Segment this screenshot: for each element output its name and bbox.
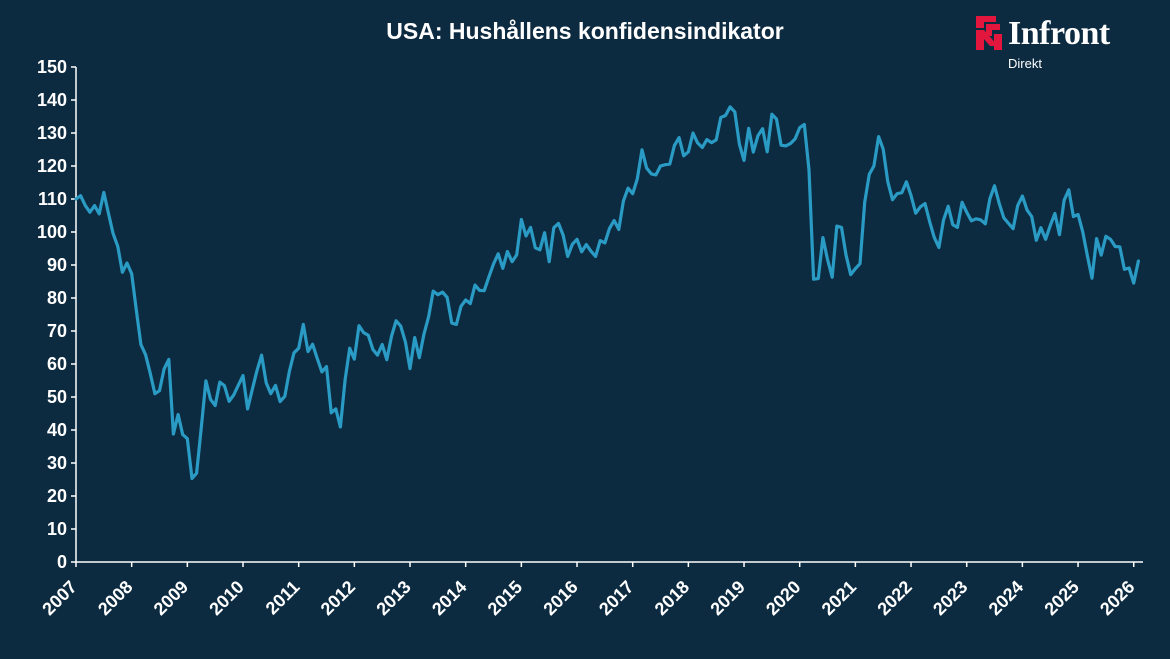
x-tick-label: 2015 (484, 577, 526, 619)
x-tick-label: 2021 (818, 577, 860, 619)
x-tick-label: 2012 (317, 577, 359, 619)
x-tick-label: 2023 (929, 577, 971, 619)
axes (75, 67, 1143, 563)
x-tick-label: 2008 (94, 577, 136, 619)
x-tick-label: 2011 (262, 577, 304, 619)
logo-subtitle: Direkt (1008, 56, 1042, 71)
x-tick-label: 2018 (651, 577, 693, 619)
y-tick-label: 70 (47, 321, 67, 341)
y-tick-label: 140 (37, 90, 67, 110)
x-tick-label: 2024 (985, 577, 1027, 619)
x-tick-label: 2009 (150, 577, 192, 619)
x-tick-label: 2013 (372, 577, 414, 619)
x-axis-ticks: 2007 2008 2009 2010 2011 2012 2013 2014 2015 2016… (38, 562, 1139, 619)
x-tick-label: 2010 (205, 577, 247, 619)
x-tick-label: 2020 (762, 577, 804, 619)
y-tick-label: 0 (57, 552, 67, 572)
x-tick-label: 2017 (595, 577, 637, 619)
y-tick-label: 50 (47, 387, 67, 407)
x-tick-label: 2016 (539, 577, 581, 619)
y-axis-ticks: 0 10 20 30 40 50 60 70 80 90 100 110 120 130 140 150 (37, 57, 76, 572)
chart-title: USA: Hushållens konfidensindikator (386, 18, 784, 44)
infront-logo: Infront Direkt (976, 14, 1156, 74)
x-tick-label: 2026 (1096, 577, 1138, 619)
x-tick-label: 2022 (873, 577, 915, 619)
series-line (74, 105, 1140, 481)
y-tick-label: 40 (47, 420, 67, 440)
x-tick-label: 2014 (428, 577, 470, 619)
y-tick-label: 60 (47, 354, 67, 374)
y-tick-label: 80 (47, 288, 67, 308)
y-tick-label: 100 (37, 222, 67, 242)
y-tick-label: 110 (38, 189, 67, 209)
y-tick-label: 30 (47, 453, 67, 473)
x-tick-label: 2007 (38, 577, 80, 619)
y-tick-label: 90 (47, 255, 67, 275)
y-tick-label: 10 (47, 519, 67, 539)
x-tick-label: 2025 (1040, 577, 1082, 619)
x-tick-label: 2019 (706, 577, 748, 619)
y-tick-label: 120 (37, 156, 67, 176)
y-tick-label: 150 (37, 57, 67, 77)
infront-mark-icon (976, 16, 1002, 50)
logo-name: Infront (1008, 15, 1110, 52)
y-tick-label: 20 (47, 486, 67, 506)
y-tick-label: 130 (37, 123, 67, 143)
